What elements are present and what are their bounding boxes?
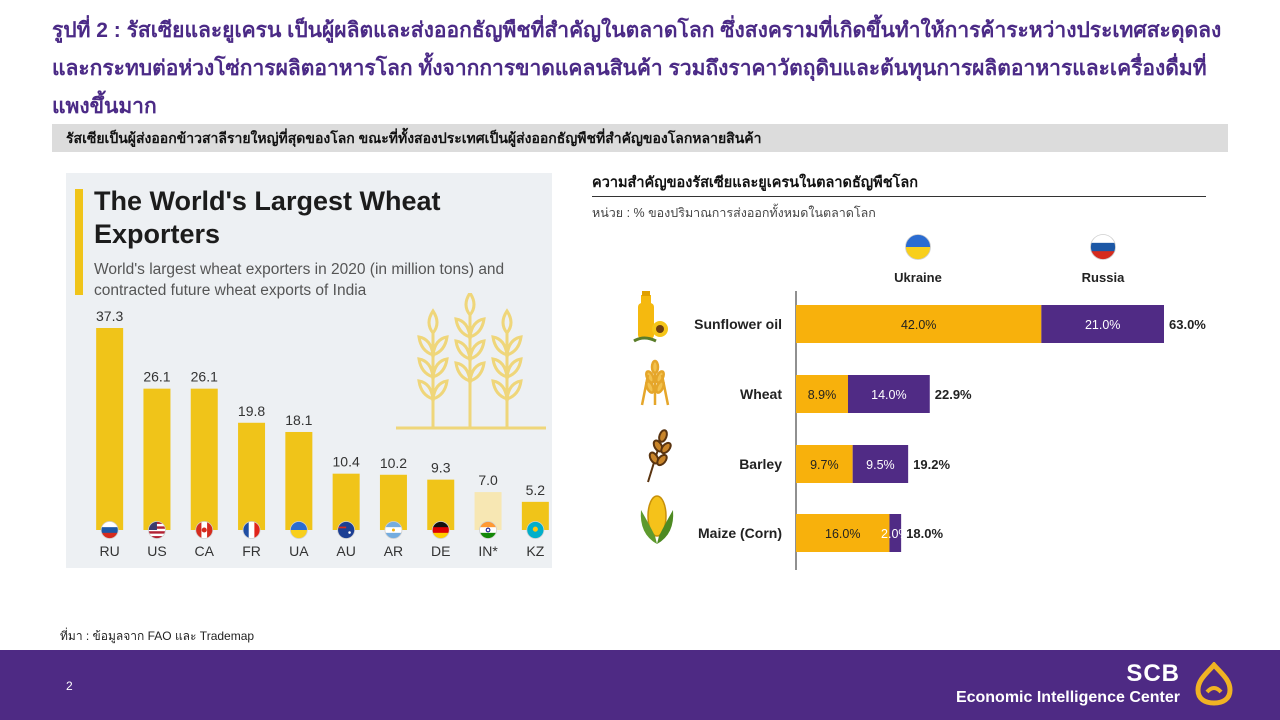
brand-subtitle: Economic Intelligence Center: [955, 689, 1180, 706]
page-number: 2: [66, 679, 73, 693]
legend-label: Russia: [1082, 270, 1125, 285]
total-label: 19.2%: [913, 457, 950, 472]
bar-AR: [379, 474, 407, 530]
category-label: FR: [242, 543, 261, 559]
category-label: KZ: [526, 543, 544, 559]
data-label: 9.7%: [810, 458, 839, 472]
category-label: US: [147, 543, 166, 559]
flag-ukraine: [905, 234, 931, 260]
flag-ukraine: [290, 521, 308, 539]
bar-AU: [332, 473, 360, 530]
data-label: 2.0%: [881, 527, 910, 541]
bar-FR: [238, 422, 266, 530]
bar-ukraine-1: [796, 375, 848, 413]
legend-flag-0: [905, 234, 931, 260]
total-label: 18.0%: [906, 526, 943, 541]
category-label: Sunflower oil: [694, 316, 782, 332]
flag-france: [243, 521, 261, 539]
bar-US: [143, 388, 171, 530]
flag-germany: [432, 521, 450, 539]
wheat-illustration-icon: [396, 293, 546, 430]
bar-ukraine-0: [796, 305, 1042, 343]
category-label: Wheat: [740, 386, 782, 402]
flag-5: [337, 521, 356, 539]
barley-icon: [647, 429, 672, 483]
flag-argentina: [384, 521, 402, 539]
bar-RU: [96, 328, 124, 530]
flag-0: [100, 521, 119, 539]
value-label: 9.3: [431, 460, 451, 476]
flag-6: [384, 521, 403, 539]
brand-block: SCB Economic Intelligence Center: [956, 660, 1180, 708]
category-label: CA: [195, 543, 215, 559]
value-label: 5.2: [526, 482, 546, 498]
share-chart-title: ความสำคัญของรัสเซียและยูเครนในตลาดธัญพืช…: [592, 172, 1206, 197]
flag-kazakhstan: [526, 521, 544, 539]
value-label: 37.3: [96, 308, 123, 324]
flag-3: [242, 521, 261, 539]
category-label: Barley: [739, 456, 782, 472]
footer-bar: 2 SCB Economic Intelligence Center: [0, 650, 1280, 720]
bar-ukraine-2: [796, 445, 853, 483]
scb-logo-icon: [1195, 662, 1233, 706]
bar-russia-1: [847, 375, 930, 413]
bar-ukraine-3: [796, 514, 890, 552]
data-label: 16.0%: [825, 527, 860, 541]
flag-1: [148, 521, 166, 539]
source-note: ที่มา : ข้อมูลจาก FAO และ Trademap: [60, 629, 255, 643]
flag-2: [195, 521, 214, 539]
data-label: 8.9%: [808, 388, 837, 402]
flag-india: [479, 521, 497, 539]
flag-australia: [337, 521, 355, 539]
flag-canada: [195, 521, 213, 539]
wheat-icon: [640, 359, 670, 406]
russia-ukraine-share-chart: Ukraine Russia Sunflower oil 42.0% 21.0% 63.0…: [694, 234, 1206, 570]
total-label: 63.0%: [1169, 317, 1206, 332]
value-label: 18.1: [285, 412, 312, 428]
total-label: 22.9%: [935, 387, 972, 402]
category-label: IN*: [478, 543, 498, 559]
flag-4: [289, 521, 308, 539]
value-label: 10.4: [333, 454, 360, 470]
value-label: 7.0: [478, 472, 498, 488]
slide-subtitle: รัสเซียเป็นผู้ส่งออกข้าวสาลีรายใหญ่ที่สุ…: [52, 124, 1228, 152]
data-label: 21.0%: [1085, 318, 1120, 332]
data-label: 42.0%: [901, 318, 936, 332]
category-label: DE: [431, 543, 450, 559]
flag-russia: [101, 521, 119, 539]
infographic-subtitle: World's largest wheat exporters in 2020 …: [94, 261, 505, 299]
bar-UA: [285, 431, 313, 530]
legend-flag-1: [1090, 234, 1116, 260]
category-label: AU: [336, 543, 355, 559]
category-label: AR: [384, 543, 403, 559]
wheat-exporters-chart: 37.3 RU 26.1 US 26.1 CA 19.8 FR 18.1 UA 10.4 AU 10.2…: [96, 308, 549, 559]
wheat-exporters-infographic: The World's Largest Wheat Exporters Worl…: [66, 173, 552, 568]
data-label: 14.0%: [871, 388, 906, 402]
bar-CA: [190, 388, 218, 530]
infographic-title: The World's Largest Wheat Exporters: [94, 186, 441, 249]
flag-russia: [1090, 234, 1116, 260]
data-label: 9.5%: [866, 458, 895, 472]
flag-9: [526, 521, 545, 539]
category-label: UA: [289, 543, 309, 559]
category-label: RU: [100, 543, 120, 559]
legend-label: Ukraine: [894, 270, 942, 285]
flag-8: [479, 521, 497, 539]
flag-usa: [148, 521, 166, 539]
sunflower-oil-icon: [633, 291, 668, 343]
value-label: 10.2: [380, 455, 407, 471]
bar-russia-2: [852, 445, 909, 483]
value-label: 26.1: [191, 369, 218, 385]
value-label: 26.1: [143, 369, 170, 385]
brand-name: SCB: [1126, 660, 1180, 687]
bar-russia-0: [1041, 305, 1164, 343]
accent-bar: [75, 189, 83, 295]
share-chart-unit: หน่วย : % ของปริมาณการส่งออกทั้งหมดในตลา…: [592, 206, 876, 220]
bar-russia-3: [889, 514, 902, 552]
flag-7: [431, 521, 450, 539]
value-label: 19.8: [238, 403, 265, 419]
category-label: Maize (Corn): [698, 525, 782, 541]
slide-title: รูปที่ 2 : รัสเซียและยูเครน เป็นผู้ผลิตแ…: [52, 19, 1222, 118]
corn-icon: [640, 495, 674, 544]
